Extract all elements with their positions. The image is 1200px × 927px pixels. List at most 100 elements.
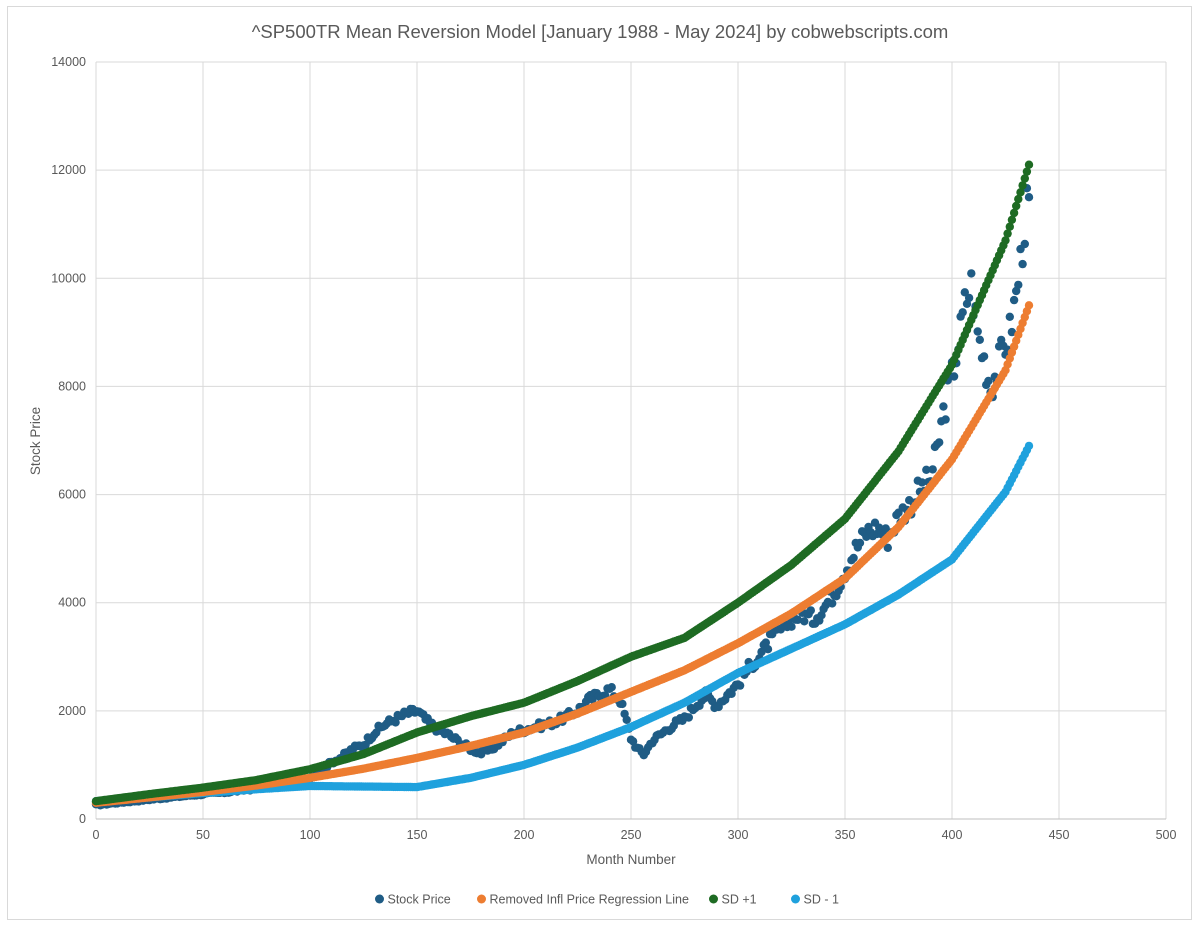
data-point (618, 699, 627, 709)
y-tick-label: 0 (79, 812, 86, 826)
chart-title: ^SP500TR Mean Reversion Model [January 1… (252, 21, 949, 42)
data-point (1001, 236, 1010, 245)
data-point (917, 478, 927, 487)
y-axis-label: Stock Price (28, 407, 43, 475)
data-point (1014, 280, 1023, 290)
data-point (973, 327, 982, 336)
legend-marker (709, 894, 718, 904)
data-point (735, 681, 745, 690)
data-point (958, 308, 967, 317)
data-point (628, 737, 638, 746)
data-point (975, 335, 984, 344)
legend-item: Stock Price (375, 893, 451, 907)
data-point (1020, 174, 1029, 183)
y-tick-label: 2000 (58, 704, 86, 718)
data-point (1007, 327, 1017, 337)
x-tick-label: 250 (621, 828, 642, 842)
data-point (1018, 181, 1027, 190)
y-tick-label: 10000 (51, 271, 86, 285)
plot-area (91, 160, 1034, 810)
data-point (828, 599, 837, 608)
legend-label: SD +1 (722, 893, 757, 907)
y-tick-label: 12000 (51, 163, 86, 177)
legend-item: SD +1 (709, 893, 757, 907)
legend-item: Removed Infl Price Regression Line (477, 893, 689, 907)
data-point (935, 438, 944, 447)
data-point (1009, 208, 1019, 218)
data-point (391, 718, 400, 727)
data-point (939, 402, 948, 411)
data-point (922, 465, 931, 474)
legend-marker (375, 894, 384, 904)
x-tick-label: 100 (300, 828, 321, 842)
data-point (928, 465, 937, 474)
data-point (793, 615, 803, 624)
data-point (761, 638, 770, 647)
legend-item: SD - 1 (791, 893, 839, 907)
data-point (883, 543, 892, 552)
data-point (1005, 222, 1014, 231)
data-point (855, 538, 865, 548)
axes: 0 2000 4000 6000 8000 10000 12000 14000 0 50 100 15… (51, 55, 1176, 842)
data-point (949, 372, 959, 381)
data-point (1024, 301, 1034, 310)
legend-label: Removed Infl Price Regression Line (490, 893, 689, 907)
legend: Stock Price Removed Infl Price Regression… (375, 893, 839, 907)
y-tick-label: 8000 (58, 379, 86, 393)
data-point (588, 695, 597, 704)
legend-label: Stock Price (388, 893, 451, 907)
series-removed-infl-price-regression-line (91, 301, 1034, 807)
data-point (967, 269, 976, 278)
x-tick-label: 200 (514, 828, 535, 842)
data-point (875, 523, 884, 532)
data-point (1007, 215, 1017, 224)
x-tick-label: 350 (835, 828, 856, 842)
data-point (964, 293, 974, 303)
data-point (849, 553, 858, 563)
data-point (806, 606, 815, 615)
data-point (881, 524, 890, 533)
data-point (979, 352, 989, 361)
data-point (1018, 259, 1027, 269)
data-point (1003, 229, 1012, 238)
data-point (622, 715, 631, 724)
data-point (607, 683, 616, 692)
data-point (1022, 167, 1032, 176)
x-tick-label: 300 (728, 828, 749, 842)
data-point (684, 713, 693, 722)
gridlines (95, 61, 1167, 820)
series-sd-1 (91, 160, 1034, 806)
x-tick-label: 50 (196, 828, 210, 842)
legend-marker (477, 894, 486, 904)
legend-label: SD - 1 (804, 893, 839, 907)
data-point (1024, 193, 1034, 202)
data-point (1016, 188, 1025, 197)
chart-frame (7, 6, 1192, 920)
data-point (1024, 441, 1034, 451)
data-point (800, 617, 809, 626)
legend-marker (791, 894, 800, 904)
x-tick-label: 450 (1049, 828, 1070, 842)
data-point (1024, 160, 1034, 169)
series-sd-1 (91, 441, 1034, 806)
data-point (1014, 194, 1023, 204)
data-point (1012, 201, 1021, 211)
x-tick-label: 0 (93, 828, 100, 842)
data-point (763, 645, 773, 654)
y-tick-label: 4000 (58, 596, 86, 610)
data-point (787, 622, 796, 631)
y-tick-label: 14000 (51, 55, 86, 69)
data-point (776, 625, 785, 634)
x-tick-label: 400 (942, 828, 963, 842)
y-tick-label: 6000 (58, 488, 86, 502)
data-point (1005, 312, 1014, 321)
data-point (984, 376, 993, 386)
x-tick-label: 500 (1156, 828, 1177, 842)
x-axis-label: Month Number (586, 852, 676, 867)
data-point (1009, 295, 1019, 305)
x-tick-label: 150 (407, 828, 428, 842)
data-point (757, 647, 766, 657)
data-point (941, 415, 950, 424)
data-point (1020, 239, 1029, 249)
